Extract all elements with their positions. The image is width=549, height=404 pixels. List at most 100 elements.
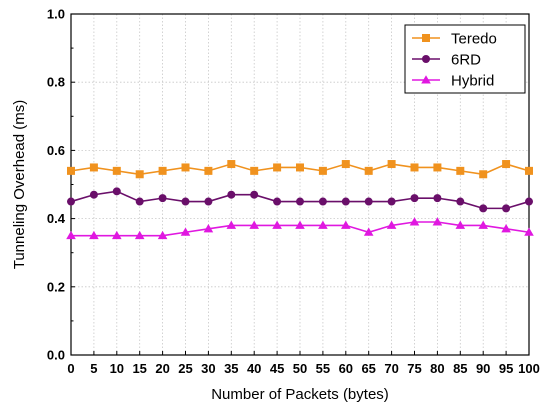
data-point-hybrid (455, 220, 466, 229)
data-point-teredo (387, 160, 396, 169)
data-point-hybrid (386, 220, 397, 229)
data-point-6rd (502, 204, 511, 213)
data-point-teredo (410, 163, 419, 172)
data-point-6rd (387, 197, 396, 206)
data-point-teredo (433, 163, 442, 172)
data-point-teredo (67, 166, 75, 175)
data-point-hybrid (66, 230, 76, 240)
data-point-teredo (158, 166, 167, 175)
y-tick-label: 1.0 (47, 7, 65, 22)
y-axis-title: Tunneling Overhead (ms) (11, 100, 28, 270)
x-tick-label: 85 (453, 361, 467, 376)
data-point-6rd (112, 187, 121, 196)
legend-label-hybrid: Hybrid (451, 73, 494, 90)
data-point-hybrid (524, 227, 534, 236)
data-point-hybrid (501, 224, 511, 233)
data-point-teredo (296, 163, 304, 172)
data-point-hybrid (432, 217, 443, 226)
x-tick-label: 30 (201, 361, 215, 376)
data-point-6rd (89, 190, 98, 199)
data-point-teredo (204, 166, 213, 175)
data-point-teredo (181, 163, 190, 172)
x-tick-label: 65 (361, 361, 375, 376)
data-point-teredo (502, 160, 511, 169)
data-point-hybrid (363, 227, 374, 236)
data-point-6rd (135, 197, 144, 206)
data-point-hybrid (180, 227, 191, 236)
series-layer (66, 160, 534, 240)
data-point-teredo (525, 166, 533, 175)
data-point-hybrid (409, 217, 420, 226)
data-point-hybrid (89, 230, 99, 240)
data-point-teredo (341, 160, 350, 169)
data-point-hybrid (134, 230, 145, 240)
x-tick-label: 95 (499, 361, 513, 376)
x-tick-label: 0 (67, 361, 74, 376)
x-tick-label: 60 (339, 361, 353, 376)
data-point-6rd (456, 197, 465, 206)
data-point-hybrid (226, 220, 237, 229)
data-point-6rd (250, 190, 259, 199)
x-tick-label: 10 (110, 361, 124, 376)
y-tick-label: 0.8 (47, 75, 65, 90)
data-point-teredo (250, 166, 259, 175)
data-point-6rd (67, 197, 75, 206)
y-tick-label: 0.4 (47, 211, 66, 226)
data-point-teredo (135, 170, 144, 179)
data-point-hybrid (318, 220, 328, 229)
legend-marker-hybrid (421, 75, 431, 84)
data-point-teredo (227, 160, 236, 169)
data-point-6rd (204, 197, 213, 206)
data-point-6rd (227, 190, 236, 199)
data-point-hybrid (157, 230, 168, 240)
data-point-teredo (273, 163, 282, 172)
data-point-hybrid (112, 230, 122, 240)
series-teredo (67, 160, 533, 179)
data-point-6rd (364, 197, 373, 206)
data-point-hybrid (295, 220, 305, 229)
data-point-hybrid (249, 220, 259, 229)
data-point-hybrid (478, 220, 488, 229)
y-tick-label: 0.6 (47, 143, 65, 158)
x-tick-label: 45 (270, 361, 284, 376)
x-tick-label: 70 (384, 361, 398, 376)
x-tick-label: 15 (132, 361, 146, 376)
x-tick-label: 100 (518, 361, 540, 376)
data-point-hybrid (272, 220, 282, 229)
x-tick-label: 55 (316, 361, 330, 376)
data-point-6rd (296, 197, 304, 206)
series-6rd (67, 187, 533, 213)
x-tick-label: 50 (293, 361, 307, 376)
y-tick-label: 0.2 (47, 279, 65, 294)
y-tick-label: 0.0 (47, 348, 65, 363)
tick-layer: 0 5 10 15 20 25 30 35 40 45 50 55 60 65 70 75 80 85 90 95 10… (47, 7, 540, 377)
data-point-6rd (433, 194, 442, 203)
data-point-teredo (364, 166, 373, 175)
data-point-teredo (89, 163, 98, 172)
series-hybrid (66, 217, 534, 240)
x-axis-title: Number of Packets (bytes) (211, 386, 389, 403)
x-tick-label: 75 (407, 361, 421, 376)
legend-label-6rd: 6RD (451, 52, 481, 69)
data-point-hybrid (203, 224, 214, 233)
data-point-6rd (410, 194, 419, 203)
data-point-6rd (318, 197, 327, 206)
legend-label-teredo: Teredo (451, 31, 497, 48)
x-tick-label: 20 (155, 361, 169, 376)
data-point-teredo (112, 166, 121, 175)
data-point-6rd (181, 197, 190, 206)
data-point-teredo (456, 166, 465, 175)
data-point-6rd (479, 204, 488, 213)
x-tick-label: 90 (476, 361, 490, 376)
x-tick-label: 5 (90, 361, 97, 376)
data-point-6rd (525, 197, 533, 206)
legend: Teredo 6RD Hybrid (404, 24, 526, 94)
data-point-6rd (341, 197, 350, 206)
x-tick-label: 25 (178, 361, 192, 376)
legend-marker-6rd (422, 55, 430, 63)
data-point-teredo (318, 166, 327, 175)
x-tick-label: 35 (224, 361, 238, 376)
x-tick-label: 80 (430, 361, 444, 376)
data-point-teredo (479, 170, 488, 179)
